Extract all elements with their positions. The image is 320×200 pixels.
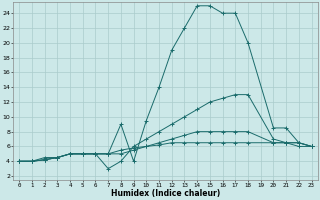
X-axis label: Humidex (Indice chaleur): Humidex (Indice chaleur)	[111, 189, 220, 198]
